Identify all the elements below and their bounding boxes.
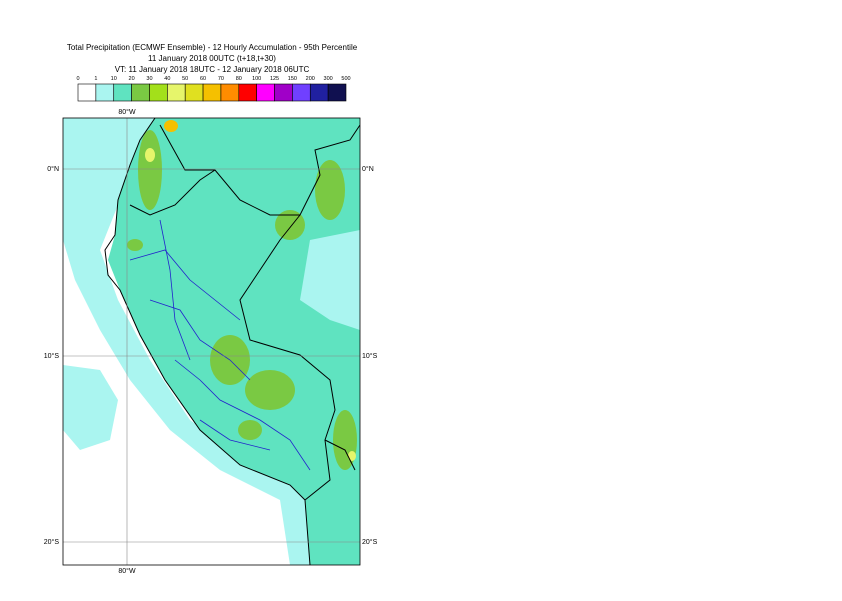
legend-swatch [131, 83, 150, 102]
legend-swatch [327, 83, 347, 102]
legend-swatch [95, 83, 115, 102]
legend-swatch [149, 83, 168, 102]
title-line: Total Precipitation (ECMWF Ensemble) - 1… [67, 43, 358, 52]
regional-borders [129, 219, 311, 471]
legend-swatch [309, 83, 329, 102]
legend-swatch [292, 83, 311, 102]
title-line: 11 January 2018 00UTC (t+18,t+30) [148, 54, 276, 63]
legend-swatch [274, 83, 293, 102]
legend-swatch [202, 83, 222, 102]
precip-peak [348, 451, 356, 461]
lat-label: 10°S [362, 352, 378, 360]
legend-swatch [184, 83, 204, 102]
legend-swatch [220, 83, 240, 102]
legend-label: 100 [252, 76, 261, 82]
ocean-precip [63, 365, 118, 450]
legend-label: 30 [146, 76, 152, 82]
legend-label: 0 [76, 76, 79, 82]
legend-swatch [77, 83, 97, 102]
dry-zone [300, 230, 360, 330]
legend-label: 20 [129, 76, 135, 82]
legend-label: 10 [111, 76, 117, 82]
legend-label: 200 [306, 76, 315, 82]
precip-peak [145, 148, 155, 162]
map-frame [62, 117, 361, 566]
lon-label: 80°W [118, 567, 136, 575]
graticule [63, 118, 360, 565]
legend-label: 40 [164, 76, 170, 82]
borders [104, 118, 360, 565]
legend-swatch [238, 83, 257, 102]
lat-label: 0°N [47, 165, 59, 173]
legend-label: 500 [341, 76, 350, 82]
legend: 0 1 10 20 30 40 50 60 70 80 100 125 150 200 300 500 [76, 76, 351, 102]
map [63, 118, 360, 565]
legend-swatch [113, 83, 132, 102]
legend-label: 150 [288, 76, 297, 82]
title-line: VT: 11 January 2018 18UTC - 12 January 2… [115, 65, 310, 74]
legend-label: 50 [182, 76, 188, 82]
legend-label: 300 [324, 76, 333, 82]
lat-label: 0°N [362, 165, 374, 173]
legend-label: 80 [236, 76, 242, 82]
legend-label: 60 [200, 76, 206, 82]
legend-label: 1 [94, 76, 97, 82]
lat-label: 10°S [44, 352, 60, 360]
legend-swatch [256, 83, 275, 102]
legend-swatch [167, 83, 186, 102]
precip-peak [164, 120, 178, 132]
lon-label: 80°W [118, 108, 136, 116]
lat-label: 20°S [362, 538, 378, 546]
legend-label: 125 [270, 76, 279, 82]
legend-label: 70 [218, 76, 224, 82]
lat-label: 20°S [44, 538, 60, 546]
